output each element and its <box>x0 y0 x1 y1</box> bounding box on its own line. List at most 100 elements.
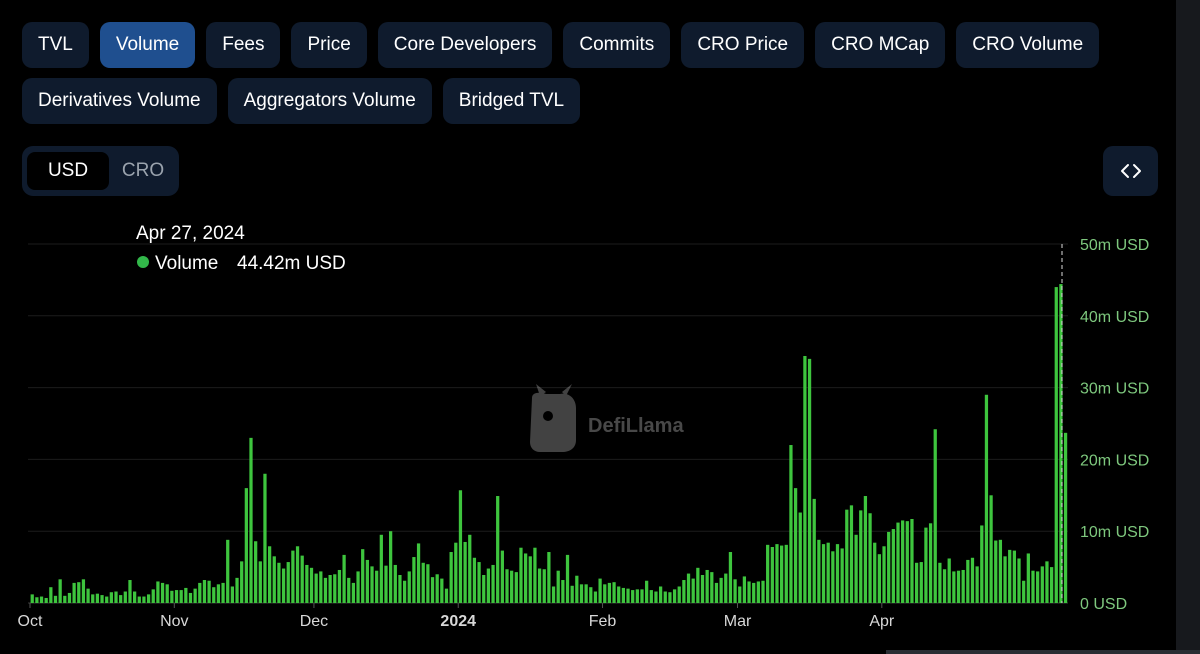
volume-bar[interactable] <box>384 565 388 603</box>
volume-bar[interactable] <box>510 570 514 603</box>
volume-bar[interactable] <box>966 559 970 603</box>
volume-bar[interactable] <box>133 591 137 603</box>
volume-bar[interactable] <box>496 496 500 603</box>
volume-bar[interactable] <box>30 594 34 603</box>
volume-bar[interactable] <box>500 550 504 603</box>
volume-bar[interactable] <box>812 498 816 603</box>
volume-bar[interactable] <box>426 564 430 603</box>
volume-bar[interactable] <box>337 569 342 603</box>
volume-bar[interactable] <box>277 562 281 603</box>
volume-bar[interactable] <box>524 553 528 603</box>
volume-bar[interactable] <box>910 518 914 603</box>
volume-bar[interactable] <box>1026 553 1030 603</box>
volume-bar[interactable] <box>742 576 747 603</box>
volume-bar[interactable] <box>202 580 207 603</box>
volume-bar[interactable] <box>826 542 830 603</box>
volume-bar[interactable] <box>463 541 467 603</box>
volume-bar[interactable] <box>551 586 556 603</box>
volume-bar[interactable] <box>607 582 612 603</box>
volume-bar[interactable] <box>831 551 835 603</box>
volume-bar[interactable] <box>514 572 518 603</box>
volume-bar[interactable] <box>389 531 393 603</box>
volume-bar[interactable] <box>207 580 211 603</box>
volume-bar[interactable] <box>686 573 691 603</box>
volume-bar[interactable] <box>267 546 272 603</box>
volume-bar[interactable] <box>561 580 565 603</box>
volume-bar[interactable] <box>188 592 193 603</box>
volume-bar[interactable] <box>402 580 407 603</box>
volume-bar[interactable] <box>319 571 323 603</box>
volume-bar[interactable] <box>617 586 621 603</box>
volume-bar[interactable] <box>645 580 649 603</box>
volume-bar[interactable] <box>35 597 39 603</box>
volume-bar[interactable] <box>593 591 598 603</box>
volume-bar[interactable] <box>114 591 118 603</box>
volume-bar[interactable] <box>1017 558 1021 603</box>
volume-bar[interactable] <box>961 569 965 603</box>
volume-bar[interactable] <box>123 591 127 603</box>
volume-bar[interactable] <box>863 496 868 603</box>
volume-bar[interactable] <box>482 575 486 603</box>
volume-bar[interactable] <box>416 543 421 603</box>
volume-bar[interactable] <box>714 582 719 603</box>
volume-bar[interactable] <box>1054 287 1058 603</box>
volume-bar[interactable] <box>430 577 435 603</box>
volume-bar[interactable] <box>747 581 751 603</box>
volume-bar[interactable] <box>281 568 286 603</box>
volume-bar[interactable] <box>165 584 169 603</box>
volume-bar[interactable] <box>733 579 737 603</box>
volume-bar[interactable] <box>537 568 542 603</box>
volume-bar[interactable] <box>254 541 258 603</box>
volume-bar[interactable] <box>356 571 360 603</box>
volume-bar[interactable] <box>272 556 276 603</box>
volume-bar[interactable] <box>584 584 588 603</box>
volume-bar[interactable] <box>682 580 686 603</box>
volume-bar[interactable] <box>472 557 477 603</box>
volume-bar[interactable] <box>705 569 709 603</box>
volume-bar[interactable] <box>724 573 728 603</box>
volume-bar[interactable] <box>854 534 858 603</box>
volume-bar[interactable] <box>100 595 104 603</box>
volume-bar[interactable] <box>654 591 658 603</box>
tab-cro-volume[interactable]: CRO Volume <box>956 22 1100 68</box>
volume-bar[interactable] <box>174 590 179 603</box>
volume-bar[interactable] <box>575 575 579 603</box>
volume-bar[interactable] <box>333 574 337 603</box>
volume-bar[interactable] <box>547 552 551 603</box>
volume-bar[interactable] <box>170 590 174 603</box>
volume-bar[interactable] <box>1003 556 1007 603</box>
volume-bar[interactable] <box>305 564 309 603</box>
volume-bar[interactable] <box>728 552 733 603</box>
tab-core-developers[interactable]: Core Developers <box>377 22 553 68</box>
volume-bar[interactable] <box>770 547 774 603</box>
volume-bar[interactable] <box>807 358 812 603</box>
volume-bar[interactable] <box>295 546 300 603</box>
volume-bar[interactable] <box>379 534 383 603</box>
volume-bar[interactable] <box>873 542 877 603</box>
volume-bar[interactable] <box>91 594 95 603</box>
volume-bar[interactable] <box>882 546 886 603</box>
volume-bar[interactable] <box>914 562 919 603</box>
volume-bar[interactable] <box>635 589 639 603</box>
tab-aggregators-volume[interactable]: Aggregators Volume <box>227 78 432 124</box>
volume-bar[interactable] <box>626 588 630 603</box>
volume-bar[interactable] <box>468 534 472 603</box>
volume-bar[interactable] <box>179 590 183 603</box>
volume-bar[interactable] <box>370 566 374 603</box>
volume-bar[interactable] <box>798 512 802 603</box>
volume-bar[interactable] <box>347 577 351 603</box>
volume-bar[interactable] <box>533 547 537 603</box>
volume-bar[interactable] <box>998 539 1003 603</box>
volume-bar[interactable] <box>789 445 793 603</box>
volume-bar[interactable] <box>556 570 560 603</box>
volume-bar[interactable] <box>924 527 928 603</box>
volume-bar[interactable] <box>119 595 123 603</box>
volume-bar[interactable] <box>212 587 216 603</box>
volume-bar[interactable] <box>291 550 295 603</box>
volume-bar[interactable] <box>1012 550 1016 603</box>
volume-bar[interactable] <box>1059 284 1063 603</box>
volume-bar[interactable] <box>49 587 53 603</box>
volume-bar[interactable] <box>840 548 844 603</box>
volume-bar[interactable] <box>407 571 411 603</box>
volume-bar[interactable] <box>589 587 593 603</box>
